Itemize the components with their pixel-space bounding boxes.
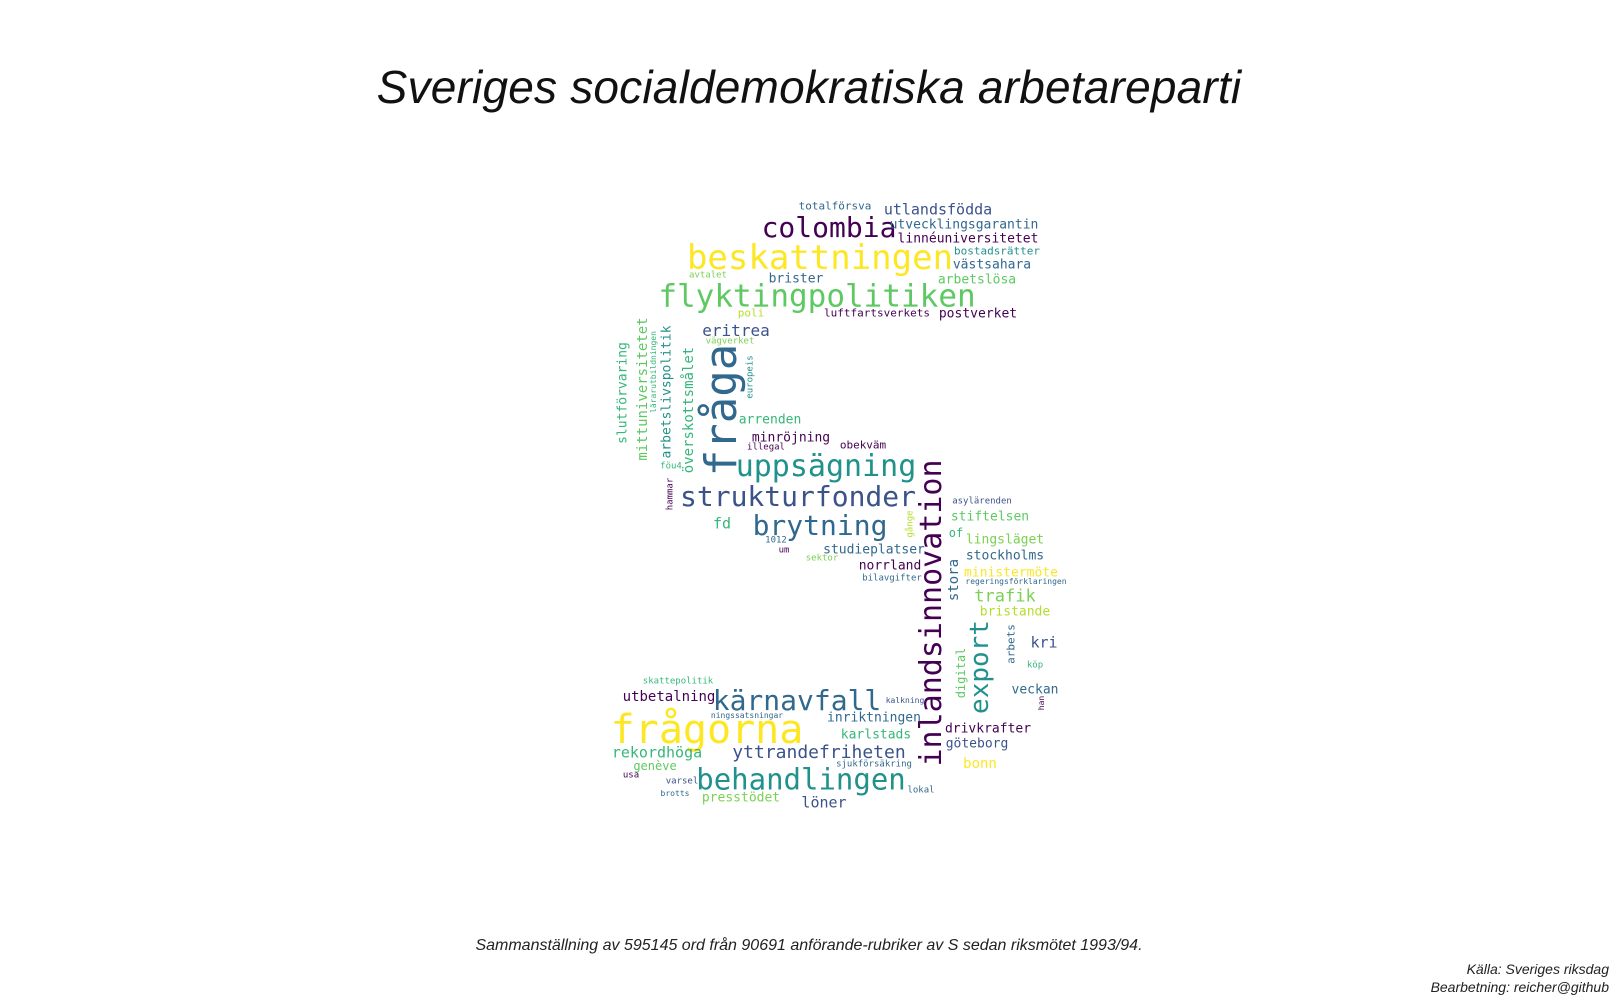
- cloud-word: rekordhöga: [611, 743, 703, 762]
- cloud-word: studieplatser: [823, 542, 925, 558]
- cloud-word: beskattningen: [686, 238, 954, 278]
- cloud-word: arbets: [1004, 624, 1018, 664]
- cloud-word: lärarutbildningen: [649, 331, 658, 413]
- cloud-word: ministermöte: [964, 565, 1058, 581]
- cloud-word: 1012: [765, 535, 787, 546]
- cloud-word: utlandsfödda: [883, 200, 993, 219]
- cloud-word: stiftelsen: [950, 509, 1030, 525]
- cloud-word: minröjning: [751, 430, 831, 446]
- cloud-word: eritrea: [702, 321, 770, 340]
- caption: Sammanställning av 595145 ord från 90691…: [475, 937, 1143, 954]
- cloud-word: bonn: [963, 756, 997, 772]
- cloud-word: överskottsmålet: [681, 346, 697, 474]
- cloud-word: colombia: [761, 211, 897, 244]
- cloud-word: behandlingen: [696, 762, 906, 797]
- cloud-word: ningssatsningar: [710, 711, 784, 720]
- source-credit: Källa: Sveriges riksdag: [1466, 961, 1609, 977]
- cloud-word: sjukförsäkring: [836, 759, 912, 770]
- cloud-word: bristande: [979, 604, 1051, 620]
- page-title: Sveriges socialdemokratiska arbetarepart…: [376, 61, 1242, 113]
- cloud-word: slutförvaring: [615, 342, 631, 444]
- cloud-word: poli: [737, 306, 765, 320]
- cloud-word: brotts: [660, 789, 690, 798]
- cloud-word: yttrandefriheten: [732, 742, 906, 763]
- cloud-word: trafik: [974, 586, 1036, 607]
- cloud-word: varsel: [665, 776, 699, 787]
- cloud-word: brytning: [752, 509, 888, 542]
- cloud-word: utbetalning: [622, 689, 716, 705]
- cloud-word: arbetslösa: [937, 272, 1017, 288]
- cloud-word: linnéuniversitetet: [897, 231, 1039, 247]
- cloud-word: totalförsva: [798, 199, 872, 213]
- cloud-word: europeis: [745, 355, 756, 399]
- cloud-word: bostadsrätter: [953, 244, 1041, 258]
- cloud-word: fd: [712, 514, 732, 533]
- cloud-word: arrenden: [738, 412, 802, 428]
- cloud-word: of: [948, 526, 964, 540]
- cloud-word: skattepolitik: [642, 676, 714, 687]
- cloud-word: löner: [801, 793, 847, 812]
- cloud-word: kri: [1030, 633, 1058, 652]
- credits: Källa: Sveriges riksdag Bearbetning: rei…: [1431, 960, 1609, 996]
- cloud-word: veckan: [1011, 682, 1059, 698]
- cloud-word: kärnavfall: [712, 684, 882, 717]
- cloud-word: inlandsinnovation: [914, 459, 949, 767]
- cloud-word: luftfartsverkets: [824, 306, 930, 320]
- cloud-word: västsahara: [952, 257, 1032, 273]
- cloud-word: lokal: [907, 785, 935, 796]
- cloud-word: digital: [954, 647, 968, 699]
- cloud-word: utvecklingsgarantin: [889, 217, 1039, 233]
- cloud-word: inriktningen: [827, 710, 921, 726]
- cloud-word: lingsläget: [965, 532, 1045, 548]
- cloud-word: illegal: [747, 442, 785, 453]
- cloud-word: stora: [946, 558, 962, 602]
- cloud-word: frågorna: [610, 707, 804, 753]
- cloud-word: han: [1037, 695, 1046, 711]
- cloud-word: uppsägning: [735, 449, 917, 484]
- cloud-word: drivkrafter: [944, 721, 1032, 737]
- cloud-word: avtalet: [689, 270, 727, 281]
- cloud-word: asylärenden: [952, 496, 1012, 507]
- cloud-word: flyktingpolitiken: [658, 278, 976, 315]
- cloud-word: hammar: [665, 477, 676, 511]
- cloud-word: föu4: [660, 461, 682, 472]
- cloud-word: um: [778, 545, 790, 556]
- cloud-word: karlstads: [840, 727, 912, 743]
- cloud-word: norrland: [858, 558, 922, 574]
- cloud-word: göteborg: [945, 736, 1009, 752]
- cloud-word: kalkning: [885, 696, 925, 705]
- cloud-word: genève: [633, 759, 677, 773]
- cloud-word: sektor: [805, 553, 839, 564]
- cloud-word: bilavgifter: [862, 573, 922, 584]
- cloud-word: arbetslivspolitik: [659, 325, 675, 459]
- cloud-word: postverket: [938, 306, 1018, 322]
- cloud-word: köp: [1026, 660, 1044, 671]
- cloud-word: mittuniversitetet: [635, 317, 651, 461]
- processing-credit: Bearbetning: reicher@github: [1430, 979, 1609, 995]
- cloud-word: usa: [622, 770, 640, 781]
- cloud-word: vägverket: [705, 336, 755, 347]
- cloud-word: stockholms: [965, 548, 1045, 564]
- cloud-word: regeringsförklaringen: [965, 577, 1067, 586]
- cloud-word: obekväm: [839, 438, 887, 452]
- cloud-word: strukturfonder: [679, 480, 917, 513]
- cloud-word: presstödet: [701, 790, 781, 806]
- cloud-word: export: [965, 620, 995, 714]
- cloud-word: brister: [768, 271, 824, 287]
- cloud-word: gånge: [905, 510, 916, 538]
